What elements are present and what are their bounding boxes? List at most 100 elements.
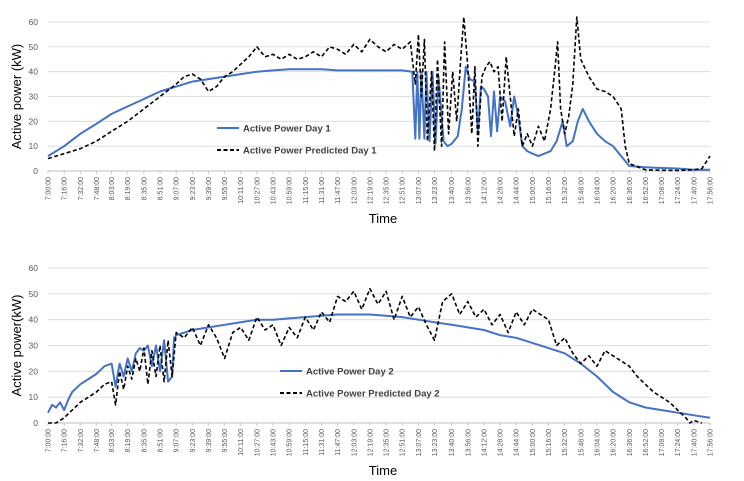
x-tick-label: 8:19:00 (125, 429, 132, 452)
x-tick-label: 11:47:00 (335, 177, 342, 204)
x-tick-label: 12:19:00 (367, 429, 374, 456)
y-tick-label: 0 (33, 166, 38, 176)
x-tick-label: 17:56:00 (708, 429, 715, 456)
legend-label: Active Power Predicted Day 1 (243, 146, 377, 157)
x-tick-label: 11:47:00 (335, 429, 342, 456)
y-tick-label: 40 (29, 67, 39, 77)
x-tick-label: 17:24:00 (675, 429, 682, 456)
x-tick-label: 16:52:00 (643, 429, 650, 456)
x-tick-label: 10:43:00 (271, 429, 278, 456)
x-tick-label: 17:40:00 (691, 429, 698, 456)
x-tick-label: 8:51:00 (158, 429, 165, 452)
legend-label: Active Power Day 2 (306, 367, 394, 378)
x-tick-label: 12:03:00 (351, 429, 358, 456)
x-tick-label: 15:32:00 (562, 429, 569, 456)
x-tick-label: 14:28:00 (498, 429, 505, 456)
x-tick-label: 16:36:00 (627, 177, 634, 204)
x-tick-label: 12:35:00 (384, 429, 391, 456)
x-tick-label: 13:56:00 (465, 429, 472, 456)
x-tick-label: 7:00:00 (46, 177, 53, 200)
x-tick-label: 9:55:00 (222, 177, 229, 200)
x-tick-label: 8:35:00 (141, 429, 148, 452)
x-tick-label: 10:11:00 (238, 429, 245, 456)
x-axis-title: Time (369, 463, 397, 478)
x-tick-label: 17:08:00 (659, 429, 666, 456)
x-tick-label: 10:59:00 (287, 177, 294, 204)
y-axis-title: Active power (kW) (9, 44, 24, 149)
series-line-2 (47, 16, 711, 172)
x-tick-label: 10:11:00 (238, 177, 245, 204)
x-tick-label: 9:55:00 (222, 429, 229, 452)
y-tick-label: 10 (29, 141, 39, 151)
x-tick-label: 16:04:00 (594, 177, 601, 204)
x-tick-label: 10:27:00 (254, 177, 261, 204)
y-tick-label: 0 (33, 418, 38, 428)
legend-label: Active Power Predicted Day 2 (306, 389, 440, 400)
x-tick-label: 17:08:00 (659, 177, 666, 204)
x-tick-label: 8:35:00 (141, 177, 148, 200)
series-line-1 (47, 313, 711, 419)
x-tick-label: 16:20:00 (611, 177, 618, 204)
x-tick-label: 13:07:00 (416, 177, 423, 204)
x-tick-label: 14:12:00 (481, 429, 488, 456)
x-tick-label: 13:23:00 (432, 177, 439, 204)
x-tick-label: 14:44:00 (514, 177, 521, 204)
chart-day-1: 0 10 20 30 40 50 60 7:00:00 7:16:00 7:32:00 7:48:0… (9, 16, 715, 226)
x-tick-label: 15:48:00 (578, 177, 585, 204)
x-tick-label: 17:24:00 (675, 177, 682, 204)
x-tick-label: 10:59:00 (287, 429, 294, 456)
x-tick-label: 15:32:00 (562, 177, 569, 204)
x-tick-label: 13:40:00 (449, 177, 456, 204)
x-tick-label: 7:48:00 (94, 429, 101, 452)
x-tick-label: 11:15:00 (303, 177, 310, 204)
x-tick-label: 11:31:00 (319, 429, 326, 456)
series-line-1 (47, 65, 710, 171)
x-tick-label: 9:07:00 (174, 429, 181, 452)
x-tick-label: 16:52:00 (643, 177, 650, 204)
x-tick-label: 14:44:00 (514, 429, 521, 456)
x-tick-label: 13:23:00 (432, 429, 439, 456)
x-tick-label: 12:03:00 (351, 177, 358, 204)
x-tick-label: 8:03:00 (109, 177, 116, 200)
x-axis-title: Time (369, 211, 397, 226)
x-tick-label: 15:16:00 (546, 429, 553, 456)
x-tick-label: 9:23:00 (190, 429, 197, 452)
x-tick-label: 13:40:00 (449, 429, 456, 456)
series-line-2 (48, 287, 703, 424)
x-tick-label: 13:56:00 (465, 177, 472, 204)
y-tick-label: 50 (29, 42, 39, 52)
x-tick-label: 7:32:00 (78, 429, 85, 452)
x-tick-label: 9:07:00 (174, 177, 181, 200)
x-tick-label: 15:00:00 (530, 177, 537, 204)
x-tick-label: 15:16:00 (546, 177, 553, 204)
chart-day-2: 0 10 20 30 40 50 60 7:00:00 7:16:00 7:32:00 7:48:0… (9, 263, 715, 478)
x-tick-label: 7:48:00 (94, 177, 101, 200)
x-tick-label: 17:56:00 (708, 177, 715, 204)
x-tick-label: 12:51:00 (400, 177, 407, 204)
x-tick-label: 11:15:00 (303, 429, 310, 456)
x-tick-label: 8:51:00 (158, 177, 165, 200)
x-tick-label: 12:35:00 (384, 177, 391, 204)
x-tick-label: 12:51:00 (400, 429, 407, 456)
y-tick-label: 50 (29, 289, 39, 299)
x-tick-label: 16:04:00 (594, 429, 601, 456)
y-tick-label: 40 (29, 315, 39, 325)
x-tick-label: 9:39:00 (206, 177, 213, 200)
x-tick-label: 11:31:00 (319, 177, 326, 204)
y-tick-label: 30 (29, 92, 39, 102)
x-tick-label: 15:00:00 (530, 429, 537, 456)
x-tick-label: 17:40:00 (691, 177, 698, 204)
y-tick-label: 10 (29, 392, 39, 402)
x-tick-label: 7:00:00 (46, 429, 53, 452)
x-tick-label: 7:32:00 (78, 177, 85, 200)
x-tick-label: 12:19:00 (367, 177, 374, 204)
x-tick-label: 16:36:00 (627, 429, 634, 456)
x-tick-label: 10:43:00 (271, 177, 278, 204)
x-tick-label: 10:27:00 (254, 429, 261, 456)
x-tick-label: 14:28:00 (498, 177, 505, 204)
y-tick-label: 30 (29, 341, 39, 351)
x-tick-label: 8:19:00 (125, 177, 132, 200)
x-tick-label: 9:39:00 (206, 429, 213, 452)
x-tick-label: 8:03:00 (109, 429, 116, 452)
